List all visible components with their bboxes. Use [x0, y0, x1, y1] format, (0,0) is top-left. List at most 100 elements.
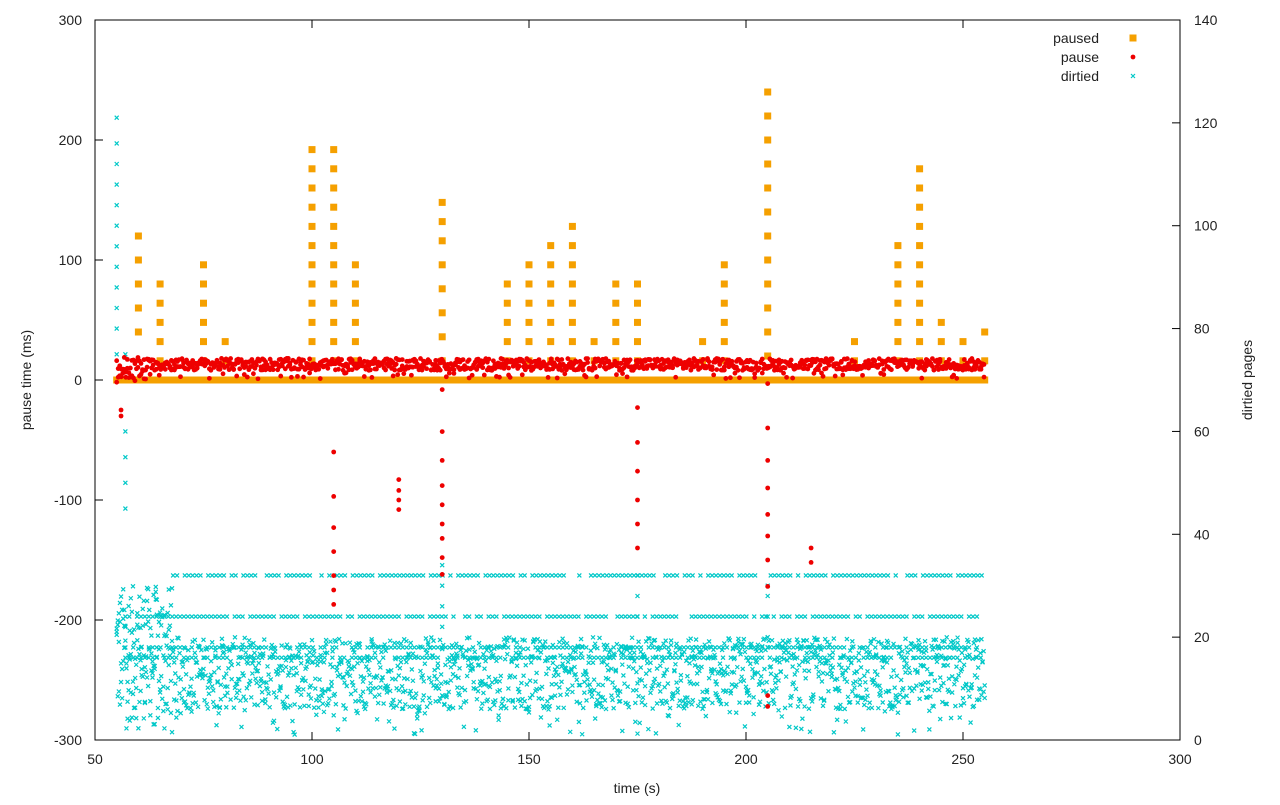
data-point — [129, 609, 135, 615]
data-point — [879, 641, 885, 646]
data-point — [673, 614, 679, 619]
data-point — [568, 614, 574, 619]
data-point — [838, 359, 844, 365]
data-point — [721, 640, 727, 646]
data-point — [138, 688, 143, 694]
data-point — [580, 367, 586, 373]
data-point — [474, 656, 480, 662]
data-point — [923, 645, 929, 650]
data-point — [966, 614, 972, 619]
data-point — [114, 326, 120, 331]
data-point — [949, 690, 955, 695]
data-point — [349, 614, 355, 619]
data-point — [600, 573, 606, 578]
data-point — [439, 502, 445, 508]
data-point — [416, 704, 422, 710]
data-point — [154, 614, 160, 619]
data-point — [518, 573, 524, 578]
data-point — [392, 645, 398, 650]
data-point — [932, 687, 938, 693]
data-point — [928, 694, 933, 699]
data-point — [677, 645, 683, 650]
data-point — [243, 364, 249, 369]
data-point — [928, 573, 934, 578]
data-point — [610, 680, 615, 685]
data-point — [357, 614, 363, 619]
data-point — [567, 729, 573, 735]
data-point — [230, 641, 236, 647]
data-point — [399, 357, 405, 363]
data-point — [610, 697, 615, 703]
data-point — [329, 645, 335, 650]
data-point — [156, 372, 162, 378]
data-point — [152, 666, 158, 672]
data-point — [684, 695, 690, 701]
data-point — [667, 705, 673, 711]
data-point — [461, 724, 467, 730]
data-point — [647, 667, 652, 673]
data-point — [718, 701, 724, 707]
data-point — [881, 372, 887, 377]
data-point — [323, 641, 329, 647]
data-point — [478, 681, 484, 687]
data-point — [500, 696, 506, 702]
data-point — [497, 645, 503, 650]
data-point — [470, 655, 476, 661]
data-point — [439, 645, 445, 650]
data-point — [463, 698, 469, 704]
data-point — [311, 648, 317, 654]
data-point — [917, 696, 923, 702]
data-point — [785, 650, 791, 656]
data-point — [365, 655, 370, 661]
data-point — [974, 363, 979, 369]
data-point — [439, 555, 445, 560]
data-point — [355, 660, 360, 666]
data-point — [201, 614, 206, 619]
data-point — [968, 720, 974, 726]
data-point — [814, 637, 819, 642]
data-point — [438, 198, 446, 206]
data-point — [783, 645, 788, 650]
data-point — [232, 685, 238, 691]
data-point — [165, 706, 171, 712]
data-point — [497, 655, 503, 661]
data-point — [756, 682, 762, 688]
data-point — [156, 280, 164, 288]
y-tick-label: 0 — [74, 372, 82, 388]
data-point — [288, 658, 294, 664]
data-point — [358, 573, 364, 578]
data-point — [565, 687, 571, 692]
data-point — [579, 655, 585, 661]
data-point — [376, 645, 382, 650]
data-point — [911, 655, 917, 661]
data-point — [942, 639, 947, 644]
data-point — [869, 705, 875, 711]
data-point — [865, 668, 870, 674]
data-point — [381, 573, 387, 578]
data-point — [661, 655, 667, 661]
data-point — [189, 614, 195, 619]
data-point — [674, 680, 679, 686]
data-point — [915, 670, 920, 676]
data-point — [550, 660, 556, 666]
y2-axis-label: dirtied pages — [1239, 340, 1255, 420]
data-point — [783, 573, 789, 578]
data-point — [786, 637, 792, 643]
data-point — [369, 645, 374, 650]
data-point — [158, 645, 163, 650]
data-point — [541, 573, 547, 578]
data-point — [904, 614, 910, 619]
data-point — [486, 674, 492, 680]
data-point — [308, 203, 316, 211]
data-point — [124, 725, 129, 731]
data-point — [759, 655, 765, 661]
data-point — [408, 645, 413, 650]
data-point — [132, 378, 138, 384]
data-point — [444, 694, 449, 700]
data-point — [275, 655, 281, 661]
data-point — [830, 664, 836, 670]
data-point — [122, 614, 128, 619]
data-point — [842, 706, 848, 712]
data-point — [369, 655, 374, 661]
data-point — [439, 614, 445, 619]
